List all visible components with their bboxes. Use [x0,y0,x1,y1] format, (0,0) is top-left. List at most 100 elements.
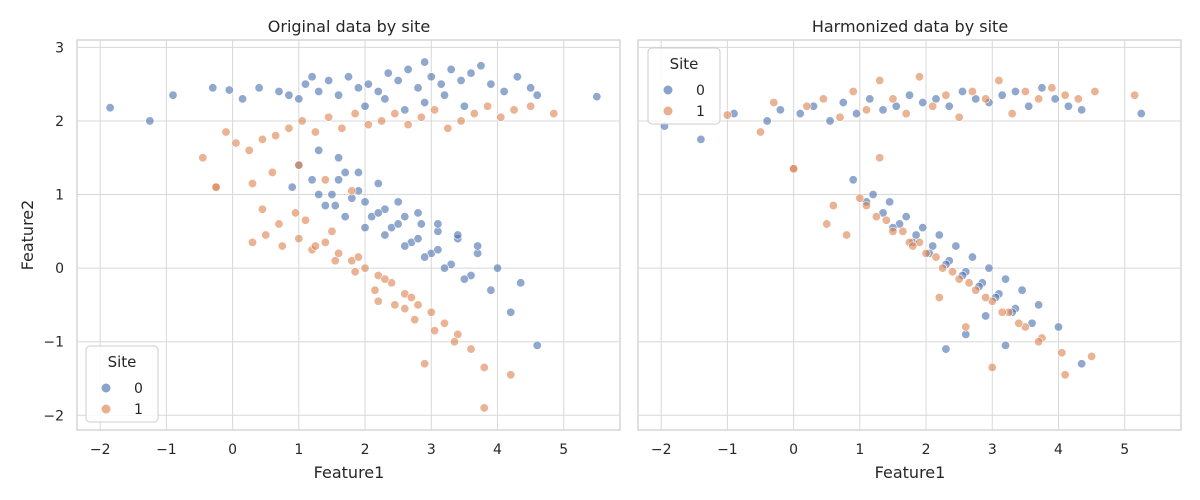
right-point-site-0 [762,116,772,126]
left-point-site-0 [413,83,423,93]
right-point-site-0 [951,241,961,251]
left-point-site-0 [105,103,115,113]
right-point-site-0 [1050,94,1060,104]
left-point-site-0 [400,241,410,251]
left-point-site-1 [440,318,450,328]
left-point-site-1 [430,326,440,336]
left-point-site-1 [509,105,519,115]
left-point-site-0 [353,167,363,177]
left-points [105,57,602,413]
right-point-site-1 [954,274,964,284]
left-point-site-0 [413,234,423,244]
left-point-site-0 [327,190,337,200]
left-point-site-1 [453,329,463,339]
left-point-site-1 [456,116,466,126]
right-legend: Site 0 1 [647,47,721,125]
left-legend: Site 0 1 [85,345,159,423]
right-point-site-1 [818,94,828,104]
left-point-site-0 [274,87,284,97]
left-x-tick-label: 1 [294,442,303,458]
left-point-site-0 [238,94,248,104]
left-point-site-0 [145,116,155,126]
left-point-site-1 [294,160,304,170]
left-point-site-0 [532,340,542,350]
right-point-site-1 [881,215,891,225]
left-point-site-0 [459,274,469,284]
left-point-site-0 [334,90,344,100]
left-point-site-0 [224,85,234,95]
left-y-tick-label: 1 [55,188,64,204]
left-point-site-0 [433,219,443,229]
right-legend-label-0: 0 [696,83,705,99]
right-point-site-0 [941,344,951,354]
left-point-site-1 [257,204,267,214]
left-point-site-1 [277,241,287,251]
left-legend-marker-1 [101,404,111,414]
left-point-site-0 [363,79,373,89]
left-point-site-0 [168,90,178,100]
left-point-site-1 [496,112,506,122]
right-point-site-1 [1073,94,1083,104]
right-point-site-1 [971,285,981,295]
right-point-site-1 [875,75,885,85]
right-point-site-1 [1057,348,1067,358]
right-point-site-1 [802,101,812,111]
right-x-tick-label: 1 [855,442,864,458]
right-point-site-0 [957,87,967,97]
right-point-site-0 [775,105,785,115]
right-point-site-0 [1010,87,1020,97]
right-point-site-1 [901,109,911,119]
right-point-site-1 [1130,90,1140,100]
left-point-site-0 [383,68,393,78]
right-x-axis-label: Feature1 [875,463,946,482]
left-point-site-1 [297,116,307,126]
left-point-site-0 [446,64,456,74]
right-point-site-1 [756,127,766,137]
left-point-site-1 [370,285,380,295]
right-x-tick-label: 0 [789,442,798,458]
right-point-site-0 [1017,285,1027,295]
left-y-tick-label: 0 [55,261,64,277]
right-point-site-1 [921,248,931,258]
left-point-site-0 [334,153,344,163]
left-point-site-0 [400,105,410,115]
left-point-site-1 [330,256,340,266]
left-point-site-0 [373,87,383,97]
right-point-site-0 [1063,101,1073,111]
right-point-site-1 [789,164,799,174]
right-point-site-1 [769,98,779,108]
right-point-site-1 [981,94,991,104]
left-point-site-0 [360,223,370,233]
left-point-site-0 [307,175,317,185]
left-point-site-1 [347,186,357,196]
right-point-site-1 [964,278,974,288]
left-point-site-0 [393,75,403,85]
right-point-site-0 [1024,101,1034,111]
left-point-site-0 [320,201,330,211]
right-x-tick-label: 5 [1120,442,1129,458]
right-legend-title: Site [670,55,699,73]
right-point-site-1 [871,212,881,222]
left-point-site-1 [430,105,440,115]
right-point-site-1 [928,101,938,111]
right-point-site-1 [1060,90,1070,100]
right-point-site-0 [891,101,901,111]
left-point-site-0 [532,90,542,100]
right-x-ticks: −2 −1 0 1 2 3 4 5 [651,442,1129,458]
left-point-site-0 [420,57,430,67]
left-point-site-0 [473,241,483,251]
right-point-site-0 [934,230,944,240]
left-legend-label-0: 0 [134,381,143,397]
right-point-site-1 [938,263,948,273]
right-x-tick-label: −1 [717,442,738,458]
left-point-site-0 [492,263,502,273]
left-point-site-0 [420,252,430,262]
left-x-axis-label: Feature1 [314,463,385,482]
left-y-tick-label: −1 [43,335,64,351]
right-point-site-0 [928,241,938,251]
right-point-site-0 [868,190,878,200]
right-point-site-1 [908,241,918,251]
right-point-site-0 [865,94,875,104]
left-point-site-0 [208,83,218,93]
left-point-site-0 [287,182,297,192]
